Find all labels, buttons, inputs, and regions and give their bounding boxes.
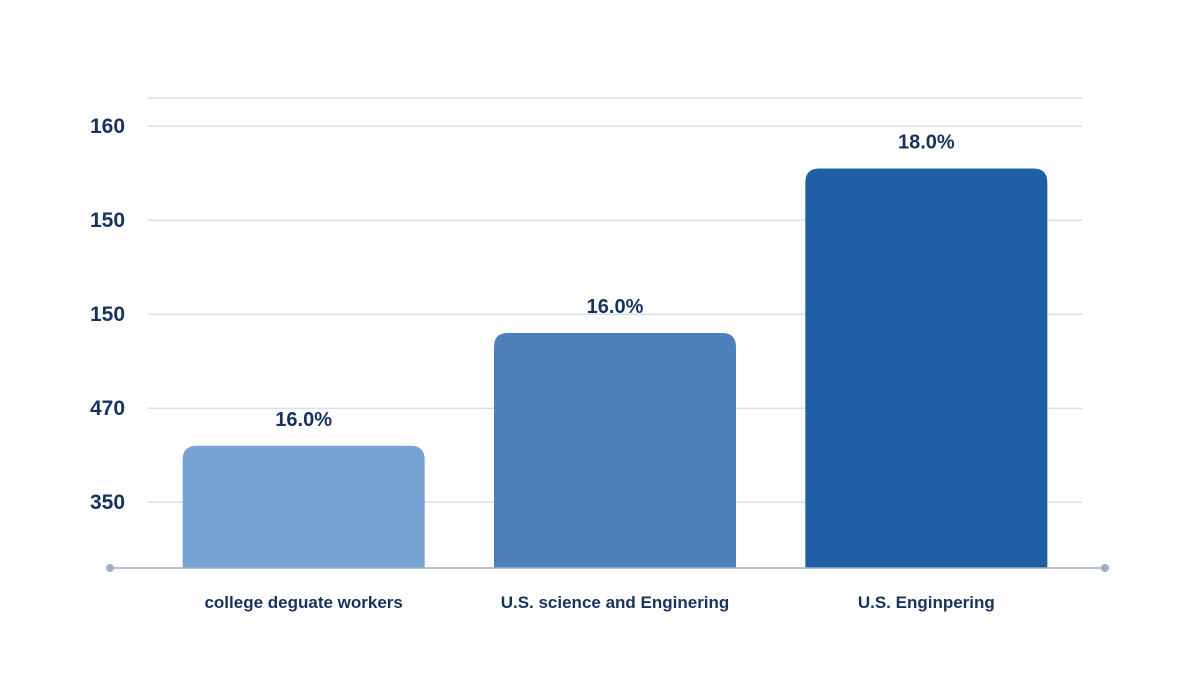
x-axis-end-dot bbox=[1101, 564, 1109, 572]
y-tick-label: 160 bbox=[90, 115, 125, 138]
x-axis-start-dot bbox=[106, 564, 114, 572]
category-labels: college deguate workers U.S. science and … bbox=[204, 593, 994, 612]
y-tick-label: 150 bbox=[90, 303, 125, 326]
y-tick-label: 470 bbox=[90, 397, 125, 420]
data-label: 18.0% bbox=[898, 132, 955, 154]
y-axis-ticks: 160 150 150 470 350 bbox=[90, 115, 125, 514]
x-category-label: U.S. science and Enginering bbox=[501, 593, 730, 612]
bar bbox=[494, 333, 736, 568]
bar bbox=[805, 168, 1048, 568]
x-category-label: college deguate workers bbox=[204, 593, 402, 612]
x-category-label: U.S. Enginpering bbox=[858, 593, 995, 612]
y-tick-label: 350 bbox=[90, 491, 125, 514]
bars bbox=[182, 168, 1048, 568]
data-label: 16.0% bbox=[587, 296, 644, 318]
data-label: 16.0% bbox=[275, 409, 332, 431]
x-axis bbox=[106, 564, 1109, 572]
data-labels: 16.0% 16.0% 18.0% bbox=[275, 132, 955, 431]
y-tick-label: 150 bbox=[90, 209, 125, 232]
bar bbox=[182, 445, 425, 568]
